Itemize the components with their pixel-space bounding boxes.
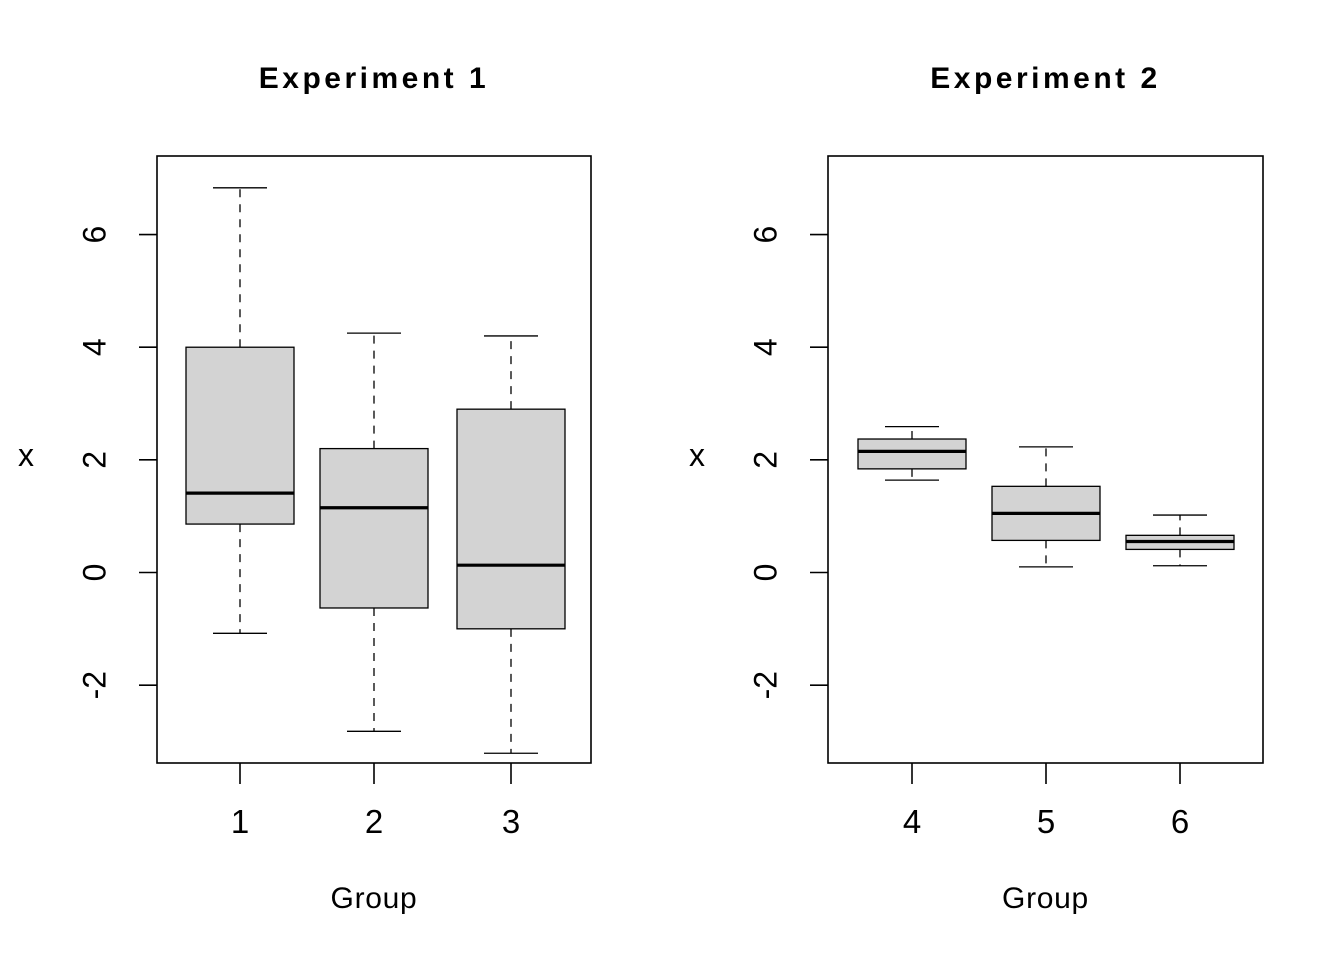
svg-text:0: 0 [747,564,783,582]
svg-text:6: 6 [76,226,112,244]
svg-text:Group: Group [331,882,418,915]
svg-text:-2: -2 [76,671,112,699]
svg-text:0: 0 [76,564,112,582]
svg-text:Experiment 2: Experiment 2 [930,62,1160,95]
svg-text:x: x [689,437,705,473]
svg-text:2: 2 [76,451,112,469]
svg-text:2: 2 [747,451,783,469]
svg-text:2: 2 [365,803,383,840]
svg-text:x: x [18,437,34,473]
svg-text:4: 4 [76,338,112,356]
svg-text:-2: -2 [747,671,783,699]
svg-text:3: 3 [502,803,520,840]
svg-text:5: 5 [1037,803,1055,840]
svg-text:4: 4 [903,803,921,840]
svg-text:1: 1 [231,803,249,840]
svg-text:4: 4 [747,338,783,356]
svg-text:Group: Group [1002,882,1089,915]
svg-text:Experiment 1: Experiment 1 [259,62,489,95]
svg-text:6: 6 [747,226,783,244]
svg-text:6: 6 [1171,803,1189,840]
